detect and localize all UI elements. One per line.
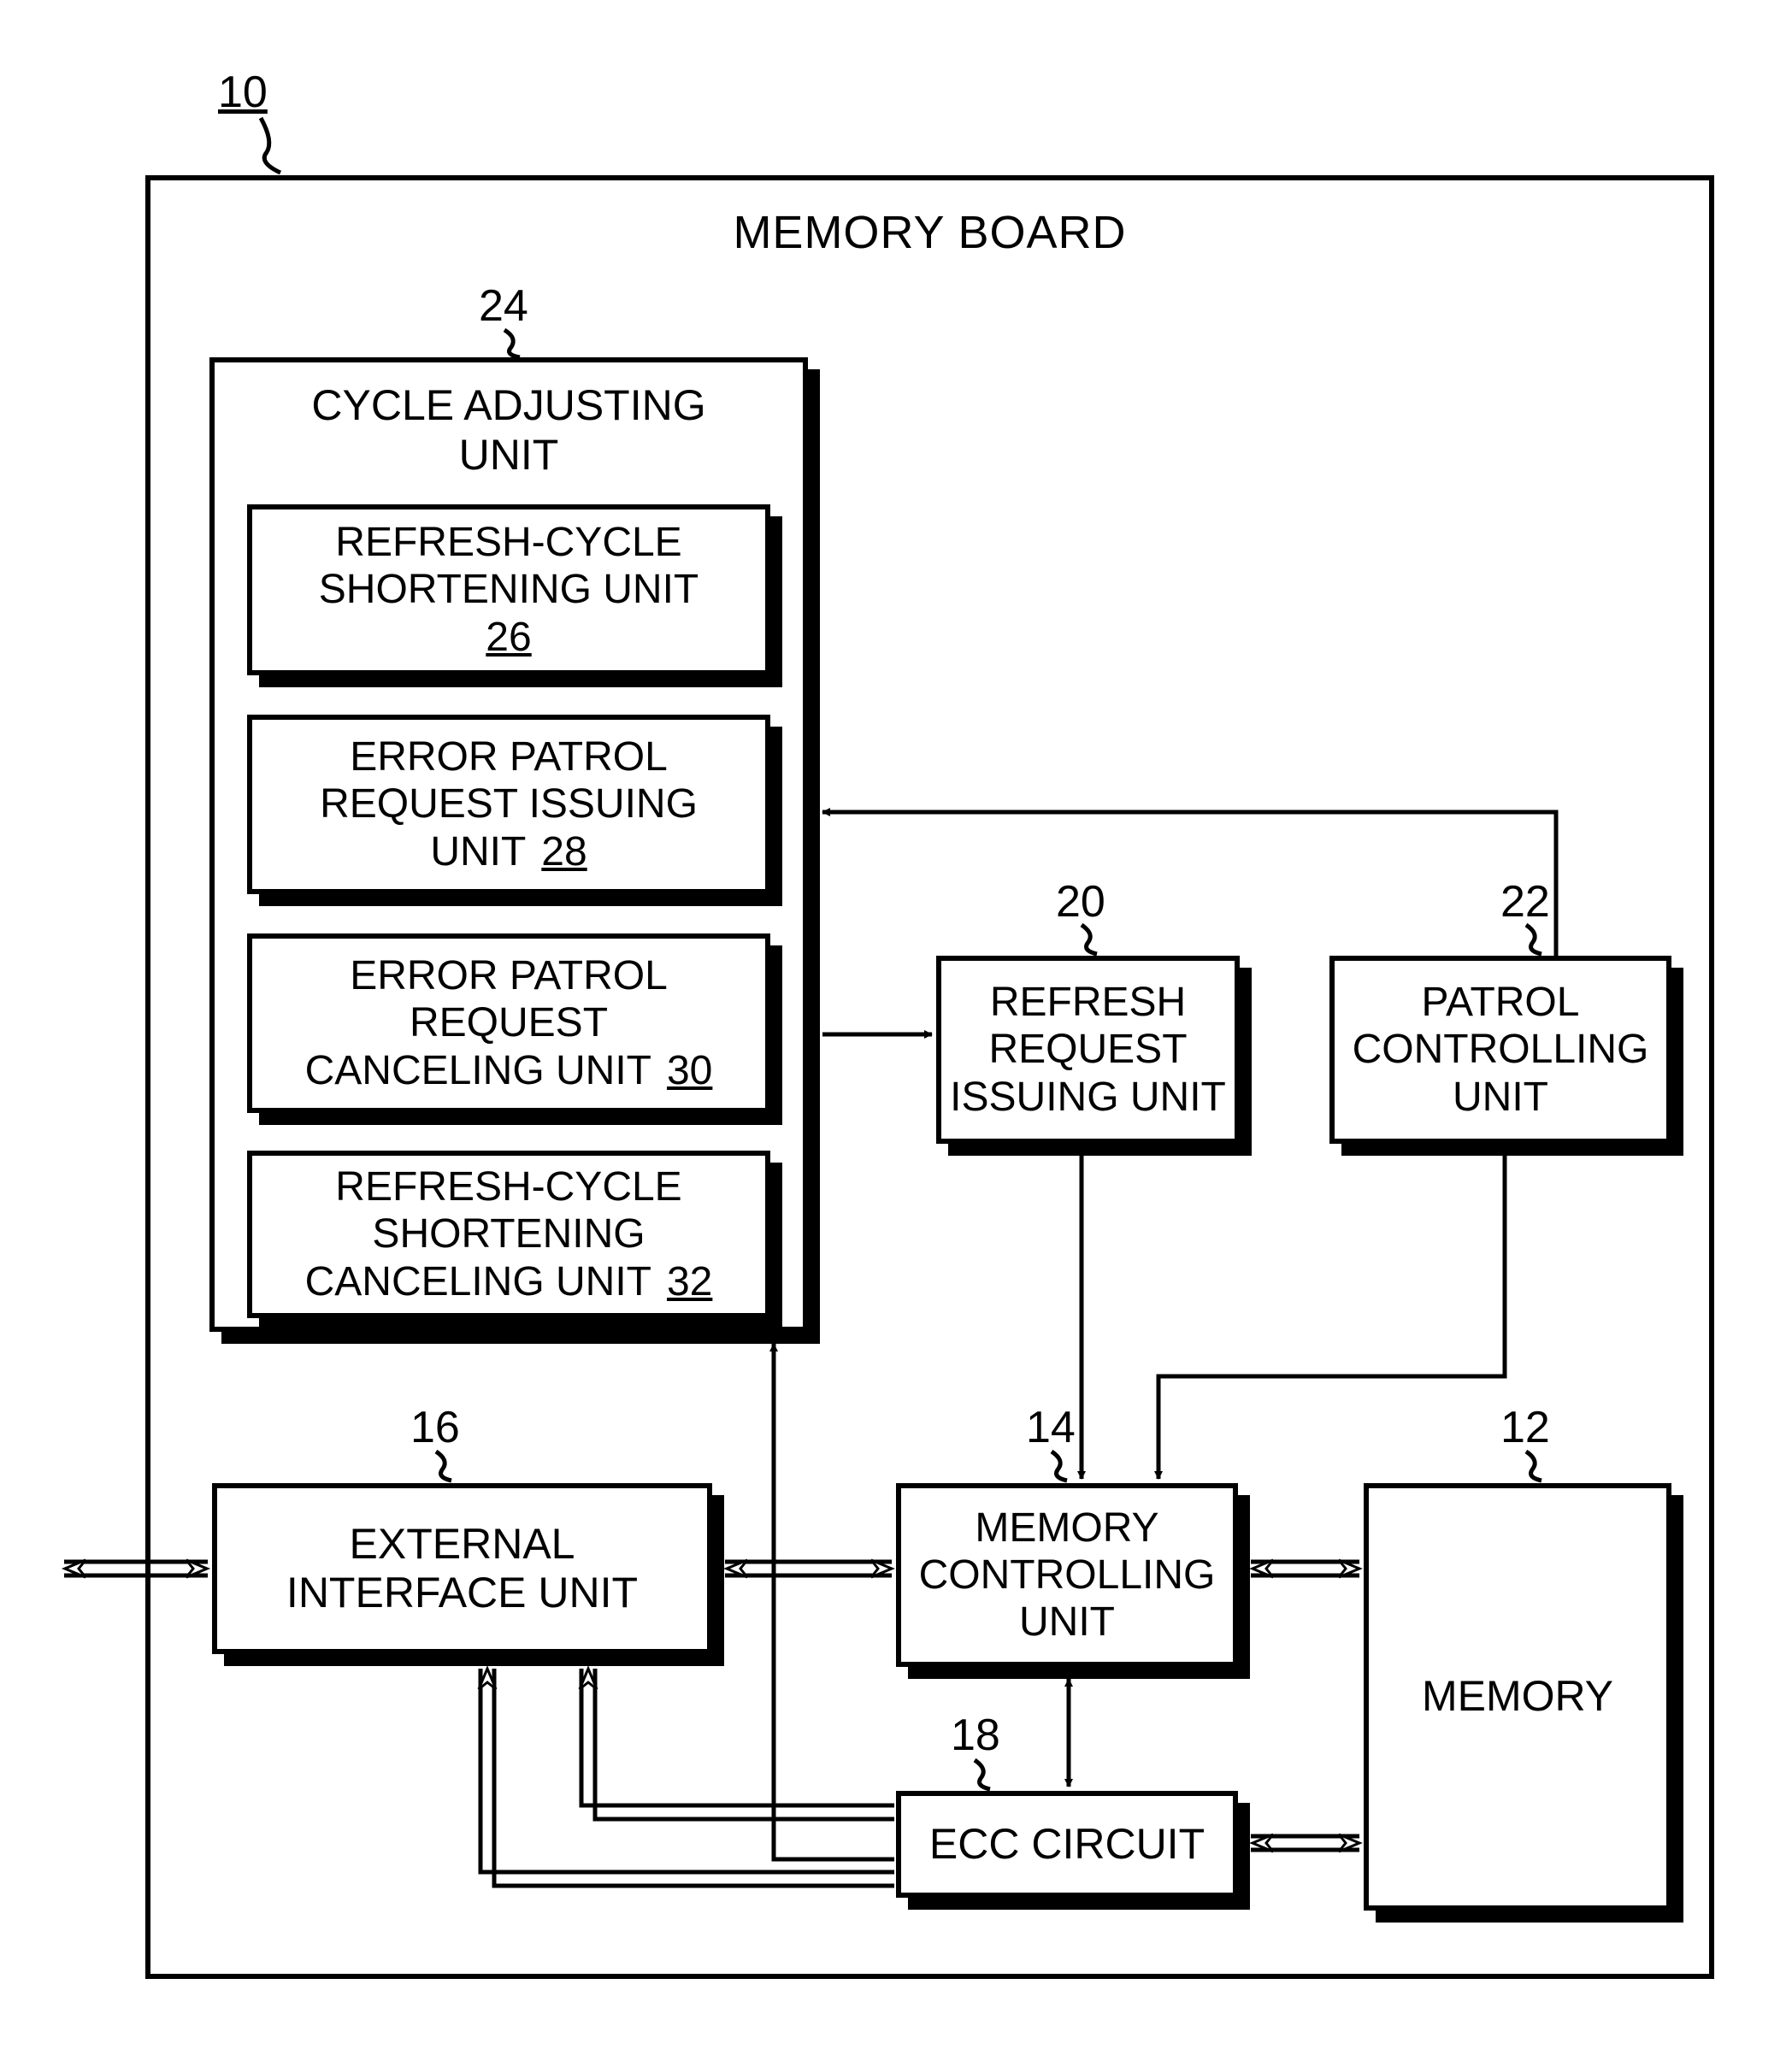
ref-26: 26 — [486, 614, 531, 661]
ref-30: 30 — [667, 1047, 712, 1094]
sub28-line2: REQUEST ISSUING — [320, 780, 698, 827]
diagram-canvas: 10 MEMORY BOARD 24 CYCLE ADJUSTING UNIT … — [0, 0, 1792, 2061]
memory-box: MEMORY — [1364, 1483, 1671, 1911]
external-interface-unit-box: EXTERNAL INTERFACE UNIT — [212, 1483, 712, 1654]
patrol-controlling-unit-box: PATROL CONTROLLING UNIT — [1329, 956, 1671, 1144]
ref-20: 20 — [1056, 876, 1105, 927]
u18-line1: ECC CIRCUIT — [929, 1820, 1205, 1870]
sub26-line2: SHORTENING UNIT — [319, 566, 699, 613]
u16-line2: INTERFACE UNIT — [286, 1569, 638, 1618]
sub28-line3: UNIT — [430, 828, 526, 875]
ref-10: 10 — [218, 67, 268, 118]
ref-12: 12 — [1500, 1402, 1550, 1453]
ref-14: 14 — [1026, 1402, 1076, 1453]
u22-line3: UNIT — [1453, 1074, 1548, 1121]
refresh-cycle-shortening-unit-box: REFRESH-CYCLE SHORTENING UNIT 26 — [247, 504, 770, 675]
ref-28: 28 — [541, 828, 587, 875]
ref-10-leader — [248, 111, 316, 180]
u12-line1: MEMORY — [1422, 1672, 1613, 1722]
u22-line2: CONTROLLING — [1353, 1026, 1649, 1073]
u14-line1: MEMORY — [975, 1505, 1158, 1552]
refresh-request-issuing-unit-box: REFRESH REQUEST ISSUING UNIT — [936, 956, 1240, 1144]
ref-24: 24 — [479, 280, 528, 332]
sub28-line1: ERROR PATROL — [350, 733, 668, 780]
sub32-line1: REFRESH-CYCLE — [335, 1163, 681, 1210]
sub32-line2: SHORTENING — [372, 1210, 645, 1257]
sub30-line1: ERROR PATROL — [350, 952, 668, 999]
u14-line2: CONTROLLING — [919, 1552, 1216, 1599]
sub30-line3: CANCELING UNIT — [305, 1047, 651, 1094]
sub30-line2: REQUEST — [410, 999, 608, 1046]
u16-line1: EXTERNAL — [350, 1520, 575, 1569]
ref-22: 22 — [1500, 876, 1550, 927]
ref-16: 16 — [410, 1402, 460, 1453]
u20-line3: ISSUING UNIT — [950, 1074, 1226, 1121]
error-patrol-request-issuing-unit-box: ERROR PATROL REQUEST ISSUING UNIT 28 — [247, 715, 770, 894]
u14-line3: UNIT — [1019, 1599, 1115, 1646]
ref-18: 18 — [951, 1710, 1000, 1761]
cycle-adjusting-title-2: UNIT — [459, 431, 559, 480]
ecc-circuit-box: ECC CIRCUIT — [896, 1791, 1238, 1898]
refresh-cycle-shortening-canceling-unit-box: REFRESH-CYCLE SHORTENING CANCELING UNIT … — [247, 1151, 770, 1318]
cycle-adjusting-title-1: CYCLE ADJUSTING — [311, 381, 705, 431]
u20-line2: REQUEST — [988, 1026, 1187, 1073]
ref-32: 32 — [667, 1258, 712, 1305]
u20-line1: REFRESH — [990, 979, 1186, 1026]
memory-board-title: MEMORY BOARD — [733, 206, 1126, 259]
sub26-line1: REFRESH-CYCLE — [335, 519, 681, 566]
u22-line1: PATROL — [1422, 979, 1580, 1026]
error-patrol-request-canceling-unit-box: ERROR PATROL REQUEST CANCELING UNIT 30 — [247, 933, 770, 1113]
memory-controlling-unit-box: MEMORY CONTROLLING UNIT — [896, 1483, 1238, 1667]
sub32-line3: CANCELING UNIT — [305, 1258, 651, 1305]
